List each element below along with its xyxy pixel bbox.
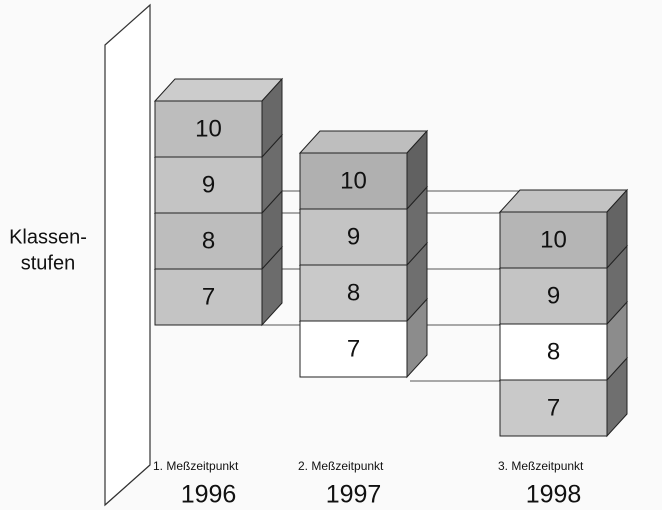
cube-front [499,267,608,325]
cube-label: 7 [547,394,560,421]
back-panel [104,3,151,507]
cube-label: 7 [347,335,360,362]
cube-label: 8 [347,279,360,306]
cubes: 7 8 9 10 7 8 9 10 7 8 9 10 [153,77,629,438]
cube-label: 10 [540,226,567,253]
year-label: 1996 [181,481,237,509]
cube-front [154,100,263,158]
cube-front [499,211,608,269]
cube-label: 8 [547,338,560,365]
cube-front [299,208,408,266]
cube-label: 9 [347,223,360,250]
year-label: 1997 [326,481,382,509]
cube-top [498,189,629,213]
cube-front [299,320,408,378]
cube-front [154,212,263,270]
cube: 10 [153,77,284,159]
time-label: 2. Meßzeitpunkt [298,459,384,473]
time-label: 3. Meßzeitpunkt [498,459,584,473]
panel-edge [104,464,151,506]
year-label: 1998 [526,481,582,509]
cube-label: 9 [547,282,560,309]
cube-top [298,130,429,154]
cube-label: 10 [340,167,367,194]
time-label: 1. Meßzeitpunkt [153,459,239,473]
cube: 10 [298,129,429,211]
cube-front [154,156,263,214]
cube-front [499,323,608,381]
cube-label: 8 [202,227,215,254]
axis-label: Klassen- [9,226,87,248]
cube: 10 [498,188,629,270]
axis-label: stufen [21,252,75,274]
cube-front [299,264,408,322]
cube-label: 9 [202,171,215,198]
cube-front [299,152,408,210]
cube-label: 7 [202,283,215,310]
cube-label: 10 [195,115,222,142]
cube-top [153,78,284,102]
